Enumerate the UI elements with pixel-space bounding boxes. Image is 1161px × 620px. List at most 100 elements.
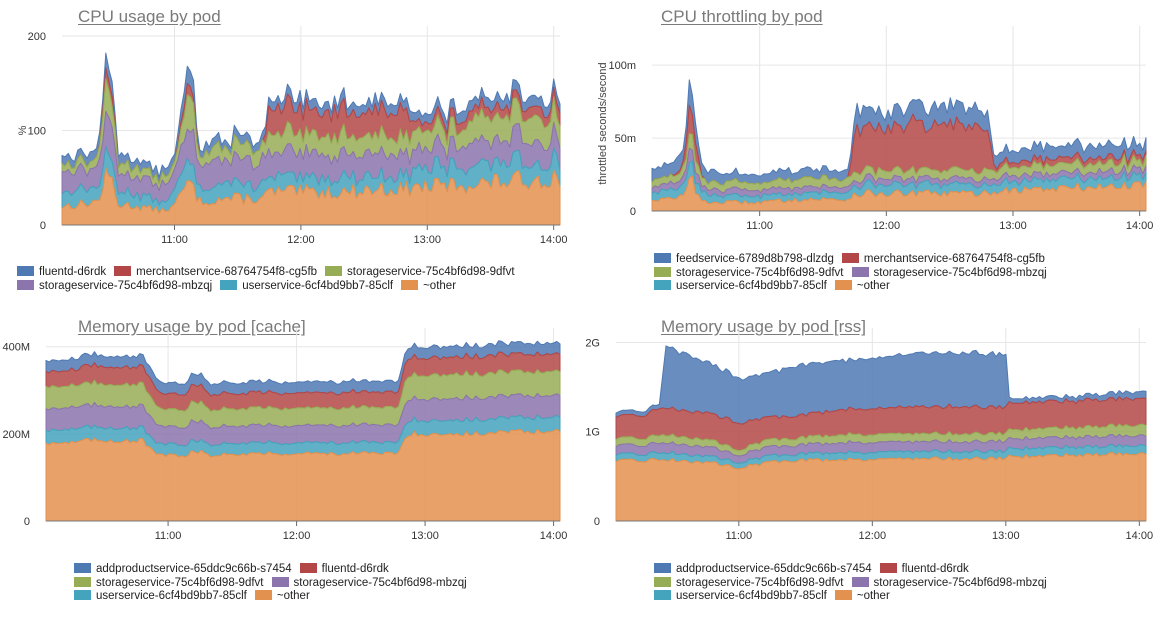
legend-swatch	[834, 590, 852, 600]
series-areas	[61, 52, 561, 226]
legend-swatch	[654, 280, 671, 290]
legend-item[interactable]: fluentd-d6rdk	[299, 563, 389, 577]
legend-label: ~other	[856, 590, 890, 602]
legend-swatch	[834, 280, 852, 290]
legend-label: merchantservice-68764754f8-cg5fb	[863, 253, 1045, 265]
memory-rss-panel: Memory usage by pod [rss] 0 1G 2G 11:00 12:0…	[580, 310, 1161, 620]
y-tick-label: 100m	[608, 60, 636, 72]
y-tick-label: 2G	[585, 337, 600, 349]
y-axis-label: throttled seconds/second	[597, 62, 609, 184]
x-tick-label: 13:00	[999, 220, 1027, 232]
legend-swatch	[74, 576, 91, 587]
legend-swatch	[74, 590, 91, 600]
legend-row: fluentd-d6rdk merchantservice-68764754f8-…	[17, 266, 523, 280]
legend-swatch	[271, 576, 289, 587]
legend-item[interactable]: storageservice-75c4bf6d98-9dfvt	[74, 576, 264, 591]
legend-swatch	[114, 266, 132, 276]
chart-title[interactable]: Memory usage by pod [cache]	[78, 317, 306, 336]
legend-item[interactable]: storageservice-75c4bf6d98-mbzqj	[851, 266, 1047, 281]
legend-label: storageservice-75c4bf6d98-9dfvt	[96, 576, 264, 589]
legend-swatch	[654, 576, 671, 587]
legend-item[interactable]: storageservice-75c4bf6d98-9dfvt	[654, 576, 844, 591]
x-tick-label: 13:00	[992, 530, 1020, 542]
legend-row: userservice-6cf4bd9bb7-85clf ~other	[74, 590, 475, 604]
y-axis-label: %	[17, 125, 29, 135]
legend-swatch	[401, 279, 419, 290]
legend-row: storageservice-75c4bf6d98-9dfvt storagese…	[74, 576, 475, 591]
legend-item[interactable]: ~other	[254, 590, 310, 604]
legend-item[interactable]: userservice-6cf4bd9bb7-85clf	[654, 590, 827, 604]
series-areas	[615, 345, 1147, 522]
legend-item[interactable]: fluentd-d6rdk	[879, 563, 969, 577]
legend-item[interactable]: storageservice-75c4bf6d98-mbzqj	[17, 279, 213, 294]
memory-cache-panel: Memory usage by pod [cache] 0 200M 400M 11:…	[0, 310, 580, 620]
legend-swatch	[851, 576, 869, 587]
legend-item[interactable]: merchantservice-68764754f8-cg5fb	[114, 266, 317, 280]
y-tick-label: 1G	[585, 427, 600, 439]
y-tick-label: 0	[630, 206, 636, 218]
legend-label: storageservice-75c4bf6d98-mbzqj	[873, 266, 1047, 279]
legend-label: userservice-6cf4bd9bb7-85clf	[242, 279, 394, 292]
legend-label: ~other	[856, 280, 890, 292]
x-tick-label: 12:00	[287, 234, 315, 246]
series-areas	[651, 79, 1147, 212]
legend-label: storageservice-75c4bf6d98-9dfvt	[676, 576, 844, 589]
legend-item[interactable]: storageservice-75c4bf6d98-mbzqj	[851, 576, 1047, 591]
legend-item[interactable]: ~other	[401, 279, 456, 294]
legend-item[interactable]: addproductservice-65ddc9c66b-s7454	[74, 563, 292, 577]
legend-label: storageservice-75c4bf6d98-mbzqj	[39, 279, 213, 292]
x-tick-label: 14:00	[540, 530, 568, 542]
chart-title[interactable]: Memory usage by pod [rss]	[661, 317, 867, 336]
y-tick-label: 200M	[2, 429, 30, 441]
x-tick-label: 11:00	[725, 530, 752, 542]
legend-swatch	[851, 266, 869, 277]
legend-label: addproductservice-65ddc9c66b-s7454	[96, 563, 292, 575]
legend-item[interactable]: userservice-6cf4bd9bb7-85clf	[74, 590, 247, 604]
legend-item[interactable]: fluentd-d6rdk	[17, 266, 106, 280]
legend-item[interactable]: feedservice-6789d8b798-dlzdg	[654, 253, 834, 267]
series-area-other[interactable]	[615, 451, 1147, 522]
legend-label: feedservice-6789d8b798-dlzdg	[676, 253, 834, 265]
legend-row: addproductservice-65ddc9c66b-s7454 fluent…	[654, 563, 1055, 577]
legend-swatch	[17, 279, 34, 290]
chart-title[interactable]: CPU usage by pod	[78, 7, 221, 26]
legend-row: storageservice-75c4bf6d98-mbzqj userservi…	[17, 279, 523, 294]
memory-cache-legend: addproductservice-65ddc9c66b-s7454 fluent…	[74, 563, 475, 604]
legend-label: merchantservice-68764754f8-cg5fb	[136, 266, 318, 278]
legend-swatch	[841, 253, 859, 263]
legend-row: storageservice-75c4bf6d98-9dfvt storagese…	[654, 266, 1055, 281]
legend-label: fluentd-d6rdk	[39, 266, 107, 278]
legend-label: storageservice-75c4bf6d98-9dfvt	[347, 266, 515, 278]
legend-swatch	[220, 279, 238, 290]
legend-label: addproductservice-65ddc9c66b-s7454	[676, 563, 872, 575]
cpu-throttling-legend: feedservice-6789d8b798-dlzdg merchantserv…	[654, 253, 1055, 294]
x-tick-label: 11:00	[161, 234, 188, 246]
y-tick-label: 400M	[2, 342, 30, 354]
legend-swatch	[17, 266, 34, 276]
legend-label: userservice-6cf4bd9bb7-85clf	[676, 590, 827, 602]
legend-item[interactable]: merchantservice-68764754f8-cg5fb	[841, 253, 1045, 267]
y-tick-label: 100	[28, 126, 46, 138]
x-tick-label: 13:00	[411, 530, 439, 542]
legend-item[interactable]: storageservice-75c4bf6d98-9dfvt	[325, 266, 515, 280]
legend-item[interactable]: userservice-6cf4bd9bb7-85clf	[220, 279, 394, 294]
legend-label: storageservice-75c4bf6d98-mbzqj	[873, 576, 1047, 589]
legend-swatch	[254, 590, 272, 600]
legend-item[interactable]: storageservice-75c4bf6d98-9dfvt	[654, 266, 844, 281]
x-tick-label: 14:00	[1126, 220, 1154, 232]
chart-title[interactable]: CPU throttling by pod	[661, 7, 823, 26]
y-tick-label: 0	[40, 220, 46, 232]
legend-label: storageservice-75c4bf6d98-9dfvt	[676, 266, 844, 279]
y-tick-label: 200	[28, 31, 46, 43]
legend-swatch	[654, 266, 671, 277]
y-tick-label: 50m	[615, 133, 636, 145]
legend-item[interactable]: addproductservice-65ddc9c66b-s7454	[654, 563, 872, 577]
x-tick-label: 14:00	[1126, 530, 1154, 542]
legend-item[interactable]: storageservice-75c4bf6d98-mbzqj	[271, 576, 467, 591]
legend-label: userservice-6cf4bd9bb7-85clf	[96, 590, 247, 602]
legend-row: feedservice-6789d8b798-dlzdg merchantserv…	[654, 253, 1055, 267]
legend-item[interactable]: ~other	[834, 590, 890, 604]
legend-item[interactable]: ~other	[834, 280, 890, 294]
legend-label: storageservice-75c4bf6d98-mbzqj	[293, 576, 467, 589]
legend-item[interactable]: userservice-6cf4bd9bb7-85clf	[654, 280, 827, 294]
